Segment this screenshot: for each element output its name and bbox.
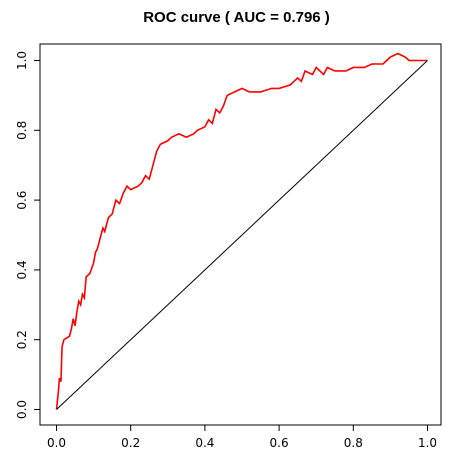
diagonal-reference-line (56, 60, 428, 410)
y-tick-label: 0.2 (15, 330, 29, 349)
chart-title: ROC curve ( AUC = 0.796 ) (143, 9, 330, 26)
x-tick-label: 0.6 (270, 436, 289, 450)
y-tick-label: 0.0 (15, 400, 29, 419)
y-tick-label: 0.6 (15, 191, 29, 210)
x-tick-label: 1.0 (418, 436, 437, 450)
x-tick-label: 0.8 (344, 436, 363, 450)
x-tick-label: 0.0 (47, 436, 66, 450)
series-layer (55, 52, 428, 410)
y-tick-label: 0.8 (15, 121, 29, 140)
y-tick-label: 1.0 (15, 51, 29, 70)
x-tick-label: 0.4 (195, 436, 214, 450)
y-tick-label: 0.4 (15, 260, 29, 279)
axis-layer: 0.0 0.2 0.4 0.6 0.8 1.0 0.0 0.2 0.4 0.6 0.8 1.0 (15, 51, 437, 450)
plot-frame (39, 43, 442, 426)
roc-curve-line (55, 52, 428, 410)
x-tick-label: 0.2 (121, 436, 140, 450)
